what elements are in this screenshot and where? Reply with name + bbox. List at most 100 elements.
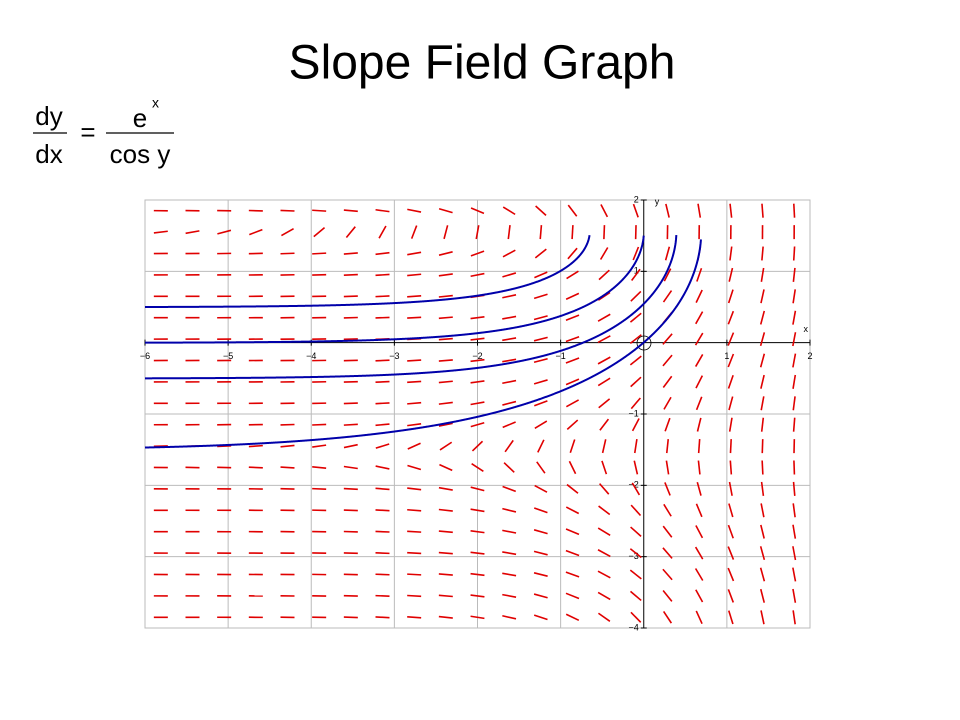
slope-segment [312,444,327,448]
slope-segment [378,225,387,239]
x-tick-label: −5 [223,351,233,361]
y-tick-label: −4 [628,622,638,632]
slope-segment [375,552,390,555]
eq-num-right: e [133,103,147,133]
slope-segment [567,204,578,217]
slope-segment [759,588,766,603]
slope-segment [727,332,735,346]
slope-segment [565,357,580,364]
slope-segment [662,547,673,559]
slope-segment [502,593,517,598]
slope-segment [664,417,671,432]
slope-segment [633,439,638,454]
slope-segment [761,460,764,475]
slope-segment [600,204,609,218]
equation: dy dx = e x cos y [33,95,174,169]
slope-segment [597,591,611,601]
slope-segment [599,247,609,260]
slope-segment [565,571,580,578]
slope-segment [470,316,485,320]
slope-segment [566,270,579,280]
slope-segment [185,230,200,235]
eq-exponent: x [152,95,159,111]
slope-segment [629,355,642,366]
slope-segment [662,525,673,538]
slope-segment [759,567,766,582]
slope-segment [694,332,704,346]
slope-segment [662,290,673,303]
slope-segment [407,401,422,405]
slope-segment [597,612,611,622]
x-axis-label: x [804,324,809,334]
y-axis-label: y [655,196,660,206]
slope-segment [729,246,733,261]
slope-segment [760,417,765,432]
slope-segment [565,335,580,343]
slope-segment [631,418,640,432]
slope-segment [695,525,704,539]
slope-segment [629,548,642,559]
slope-segment [443,225,449,240]
solution-curve [144,239,702,449]
slope-segment [533,336,548,342]
slope-segment [407,380,422,384]
slope-segment [502,358,517,363]
slope-segment [375,380,390,384]
slope-segment [694,354,704,367]
slope-segment [375,487,390,491]
slope-segment [438,551,453,555]
slope-segment [792,353,797,368]
x-tick-label: 2 [807,351,812,361]
y-tick-label: 1 [634,266,639,276]
slope-segment [534,420,548,430]
slope-segment [438,273,453,277]
slope-segment [407,251,422,256]
slope-segment [439,463,453,472]
slope-segment [792,503,796,518]
slope-segment [728,503,734,518]
slope-segment [565,592,580,600]
slope-segment [343,509,358,512]
slope-segment [565,399,580,408]
slope-segment [343,252,358,255]
slope-segment [312,487,327,490]
slope-segment [438,316,453,320]
slope-segment [533,379,548,385]
slope-segment [728,481,733,496]
slope-segment [727,567,735,582]
slope-segment [792,289,797,304]
slope-segment [438,530,453,534]
slope-segment [438,594,453,598]
slide-title: Slope Field Graph [289,37,676,90]
slope-segment [533,507,548,514]
slope-segment [470,615,485,620]
slope-segment [539,225,543,240]
slope-segment [312,209,327,212]
slope-segment [569,439,576,453]
slope-segment [343,487,358,491]
slope-segment [598,269,610,281]
slope-segment [502,400,517,406]
slope-segment [695,503,703,518]
slope-segment [407,359,422,362]
slope-segment [697,439,701,454]
slope-segment [470,422,485,428]
slope-segment [534,248,547,259]
slope-segment [793,203,796,218]
slope-segment [248,466,263,469]
slope-segment [502,272,517,278]
slope-segment [565,613,580,622]
slope-segment [410,225,418,239]
slope-segment [375,594,390,597]
slope-segment [407,208,422,213]
slope-segment [759,353,766,368]
slope-segment [407,508,422,512]
slope-segment [502,529,517,534]
slope-segment [407,464,422,471]
slope-segment [632,246,640,261]
slope-segment [727,524,734,539]
slope-segment [375,573,390,576]
slope-segment [727,310,735,325]
x-tick-label: −1 [555,351,565,361]
slope-segment [566,483,579,494]
